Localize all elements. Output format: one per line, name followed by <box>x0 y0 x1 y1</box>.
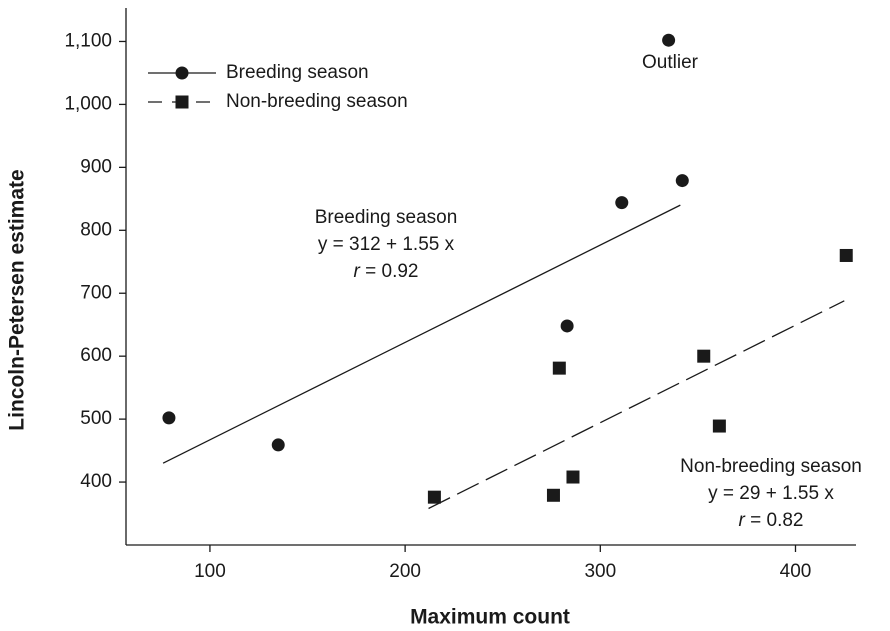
annotation: y = 312 + 1.55 x <box>318 234 455 255</box>
data-point <box>271 438 285 452</box>
stat-symbol: r <box>354 261 361 282</box>
data-point <box>546 488 560 502</box>
data-point <box>427 490 441 504</box>
legend-label: Breeding season <box>226 62 369 83</box>
data-point <box>712 419 726 433</box>
data-point <box>552 361 566 375</box>
stat-symbol: r <box>739 510 746 531</box>
annotation: y = 29 + 1.55 x <box>708 483 834 504</box>
data-point <box>662 33 676 47</box>
stat-value: = 0.82 <box>745 510 804 531</box>
annotation-stat: r = 0.82 <box>739 510 804 531</box>
annotation: Non-breeding season <box>680 456 862 477</box>
fit-line <box>428 300 845 510</box>
data-point <box>162 411 176 425</box>
y-tick-label: 600 <box>80 345 112 366</box>
stat-value: = 0.92 <box>360 261 419 282</box>
x-tick-label: 100 <box>194 561 226 582</box>
legend-label: Non-breeding season <box>226 91 408 112</box>
y-tick-label: 1,100 <box>64 30 112 51</box>
y-tick-label: 500 <box>80 408 112 429</box>
fit-line <box>162 204 681 464</box>
annotation: Outlier <box>642 52 699 73</box>
y-axis-title: Lincoln-Petersen estimate <box>6 169 29 430</box>
data-point <box>566 470 580 484</box>
data-point <box>615 196 629 210</box>
annotation-stat: r = 0.92 <box>354 261 419 282</box>
x-axis-title: Maximum count <box>410 606 570 629</box>
legend-marker <box>175 95 189 109</box>
x-tick-label: 300 <box>584 561 616 582</box>
data-point <box>560 319 574 333</box>
y-tick-label: 1,000 <box>64 93 112 114</box>
data-point <box>697 349 711 363</box>
x-tick-label: 200 <box>389 561 421 582</box>
annotation: Breeding season <box>315 207 458 228</box>
x-tick-label: 400 <box>780 561 812 582</box>
data-point <box>839 248 853 262</box>
data-point <box>675 174 689 188</box>
y-tick-label: 400 <box>80 471 112 492</box>
y-tick-label: 800 <box>80 219 112 240</box>
legend-marker <box>175 66 189 80</box>
y-tick-label: 900 <box>80 156 112 177</box>
y-tick-label: 700 <box>80 282 112 303</box>
